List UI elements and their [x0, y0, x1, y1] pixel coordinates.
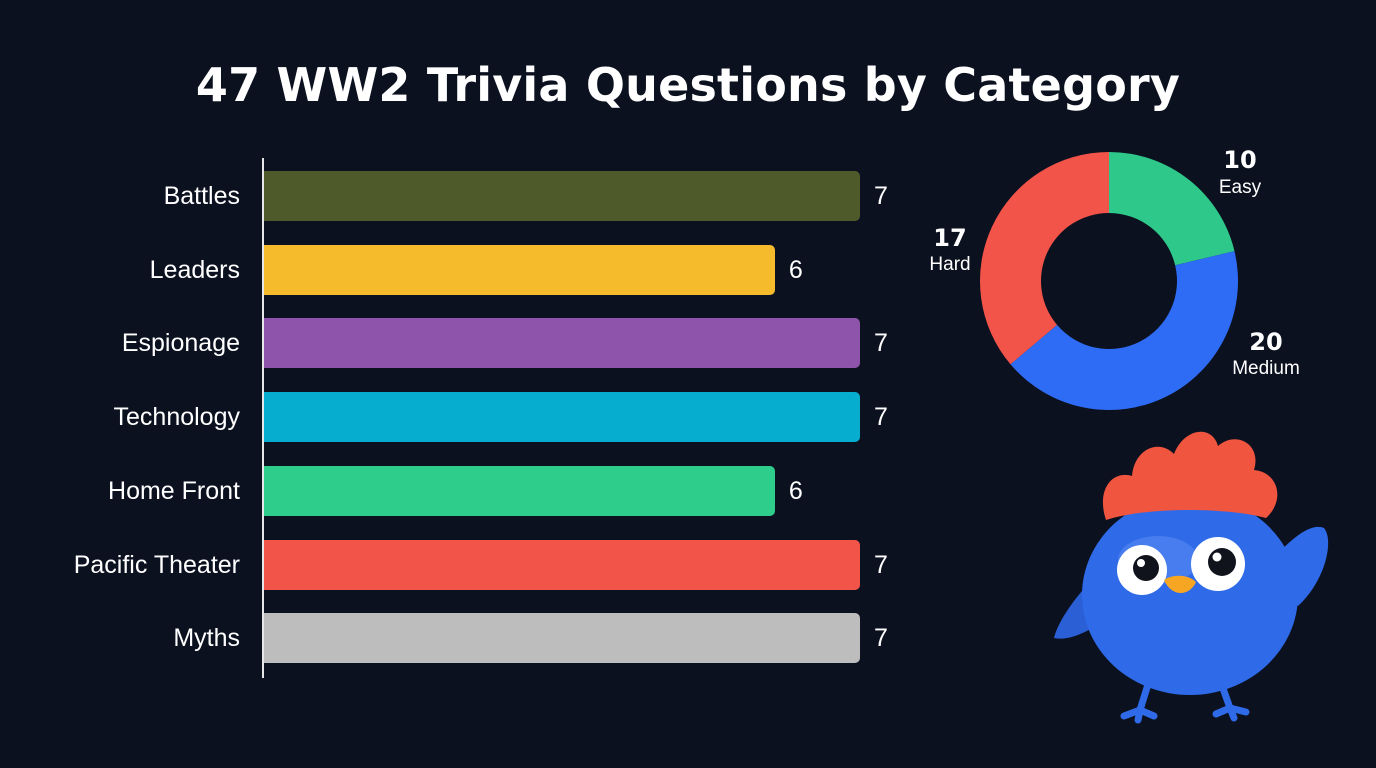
donut-value-label: 17	[933, 224, 966, 252]
bird-beak	[1164, 575, 1196, 593]
bird-body	[1082, 495, 1298, 695]
bar	[264, 613, 860, 664]
donut-category-label: Easy	[1219, 177, 1262, 198]
bird-pupil-right	[1208, 548, 1236, 576]
bird-eye-shine-left	[1137, 559, 1145, 567]
bird-foot-left	[1120, 674, 1158, 724]
category-label: Technology	[113, 403, 240, 432]
donut-category-label: Medium	[1232, 358, 1300, 379]
donut-value-label: 20	[1249, 328, 1282, 356]
category-label: Espionage	[121, 329, 240, 358]
bird-wing-right	[1272, 526, 1329, 606]
donut-slice-medium	[1010, 251, 1238, 410]
bar	[264, 465, 775, 516]
bar	[264, 244, 775, 295]
bar-value-label: 7	[874, 403, 888, 432]
category-label: Home Front	[108, 476, 240, 505]
bird-foot-right	[1212, 676, 1250, 722]
bar	[264, 539, 860, 590]
bird-crest	[1102, 431, 1278, 520]
donut-slice-easy	[1109, 152, 1235, 266]
bar-value-label: 6	[788, 476, 803, 505]
bar-value-label: 7	[874, 182, 888, 210]
y-axis-line	[262, 158, 264, 678]
bar	[264, 171, 860, 221]
bird-pupil-left	[1133, 555, 1159, 581]
bar	[264, 392, 860, 443]
bar-value-label: 7	[874, 624, 888, 653]
bar-value-label: 7	[874, 329, 888, 358]
donut-value-label: 10	[1223, 146, 1256, 174]
blue-bird-mascot-icon	[1054, 431, 1329, 724]
bar-value-label: 6	[788, 255, 803, 284]
bird-eye-shine-right	[1212, 552, 1222, 562]
donut-category-label: Hard	[929, 254, 970, 275]
category-label: Leaders	[149, 255, 240, 284]
category-label: Pacific Theater	[73, 550, 240, 579]
chart-title: 47 WW2 Trivia Questions by Category	[195, 58, 1181, 112]
category-label: Myths	[173, 624, 240, 653]
donut-slice-hard	[980, 152, 1109, 365]
category-label: Battles	[163, 182, 240, 210]
bar-value-label: 7	[874, 550, 888, 579]
bar	[264, 318, 860, 369]
